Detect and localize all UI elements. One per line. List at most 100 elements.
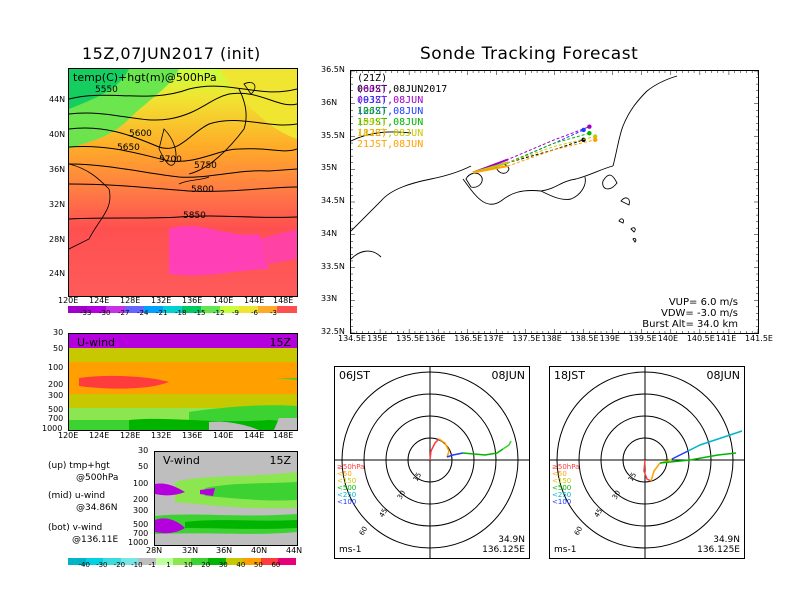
lon-tick: 132E (151, 296, 172, 305)
lon-tick: 148E (273, 296, 294, 305)
tracking-map-panel: (21Z) 06JST,08JUN2017 (00Z) 09JST,08JUN (0… (350, 70, 759, 334)
hodograph-18jst-svg (550, 367, 744, 558)
colorbar-cell (125, 306, 145, 313)
p-tick: 1000 (42, 424, 63, 433)
colorbar-label: -9 (232, 309, 239, 317)
colorbar-cell (68, 306, 88, 313)
wind-colorbar-labels: -40 -30 -20 -10 -1 1 10 20 30 40 50 60 (68, 561, 296, 573)
colorbar-label: 1 (166, 561, 171, 569)
colorbar-cell (106, 306, 126, 313)
track-lat-tick: 34N (321, 228, 338, 238)
track-lon-tick: 134.5E (338, 334, 366, 343)
hodo1-date: 08JUN (491, 369, 525, 382)
x-tick: 28N (146, 546, 163, 555)
colorbar-label: -20 (113, 561, 126, 569)
colorbar-cell (243, 558, 262, 565)
map-500hpa-svg (69, 69, 297, 296)
track-lat-tick: 36N (321, 97, 338, 107)
colorbar-cell (220, 306, 240, 313)
colorbar-cell (201, 306, 221, 313)
hodo1-time: 06JST (339, 369, 370, 382)
vwind-label: V-wind (163, 454, 200, 467)
colorbar-label: -24 (137, 309, 149, 317)
temperature-colorbar (68, 306, 297, 314)
track-lat-tick: 32.5N (321, 327, 345, 336)
lon-tick: 120E (58, 296, 79, 305)
note-line: @34.86N (76, 503, 118, 513)
p-tick: 50 (138, 462, 149, 471)
lon-tick: 128E (120, 296, 141, 305)
x-tick: 120E (58, 431, 79, 440)
lat-tick: 36N (49, 165, 66, 174)
launch-legend-item: (06Z) 15JST,08JUN (357, 106, 424, 128)
launch-legend-item: (00Z) 09JST,08JUN (357, 84, 424, 106)
colorbar-label: 50 (253, 561, 263, 569)
note-line: @136.11E (72, 535, 119, 545)
colorbar-label: -27 (118, 309, 130, 317)
x-tick: 128E (120, 431, 141, 440)
colorbar-label: -1 (148, 561, 156, 569)
hodo2-unit: ms-1 (554, 545, 577, 555)
pressure-legend-item: <250 (337, 491, 357, 499)
right-title: Sonde Tracking Forecast (420, 44, 639, 64)
colorbar-label: -21 (156, 309, 168, 317)
colorbar-cell (239, 306, 259, 313)
track-lon-tick: 138.5E (570, 334, 599, 343)
vup-label: VUP= 6.0 m/s (668, 297, 738, 308)
p-tick: 500 (48, 405, 64, 414)
x-tick: 44N (286, 546, 303, 555)
colorbar-cell (190, 558, 209, 565)
colorbar-cell (163, 306, 183, 313)
track-lon-tick: 135E (367, 334, 388, 343)
track-lon-tick: 140E (657, 334, 679, 343)
hodograph-06jst-svg (335, 367, 529, 558)
colorbar-label: -33 (80, 309, 92, 317)
x-tick: 124E (89, 431, 110, 440)
x-tick: 40N (251, 546, 268, 555)
colorbar-cell (225, 558, 244, 565)
pressure-legend-item: <50 (337, 470, 352, 478)
track-lat-tick: 33.5N (321, 261, 345, 271)
colorbar-cell (182, 306, 202, 313)
x-tick: 36N (216, 546, 233, 555)
x-tick: 132E (151, 431, 172, 440)
pressure-legend-item: <150 (552, 477, 572, 485)
track-lon-tick: 137E (483, 334, 504, 343)
lat-tick: 40N (49, 130, 66, 139)
track-lon-tick: 139.5E (628, 334, 657, 343)
burst-point (581, 127, 586, 133)
note-line: (up) tmp+hgt (48, 461, 110, 471)
pressure-legend-item: <150 (337, 477, 357, 485)
p-tick: 500 (133, 520, 149, 529)
colorbar-label: 60 (271, 561, 281, 569)
burst-point (593, 137, 598, 142)
colorbar-cell (85, 558, 104, 565)
colorbar-label: -40 (78, 561, 90, 569)
track-lon-tick: 141.5E (745, 334, 773, 343)
colorbar-cell (277, 306, 297, 313)
p-tick: 300 (48, 391, 64, 400)
hodo1-lat: 34.9N (498, 535, 525, 545)
colorbar-label: 20 (201, 561, 211, 569)
p-tick: 300 (133, 506, 149, 515)
hodo2-date: 08JUN (706, 369, 740, 382)
colorbar-cell (155, 558, 174, 565)
colorbar-cell (278, 558, 297, 565)
track-lon-tick: 137.5E (512, 334, 541, 343)
hodo1-unit: ms-1 (339, 545, 362, 555)
p-tick: 200 (48, 380, 64, 389)
uwind-panel: U-wind 15Z (68, 333, 298, 431)
track-lon-tick: 139E (599, 334, 620, 343)
hodo2-lon: 136.125E (697, 545, 740, 555)
track-lon-tick: 140.5E (686, 334, 715, 343)
colorbar-label: 30 (218, 561, 228, 569)
colorbar-label: -10 (131, 561, 143, 569)
p-tick: 200 (133, 495, 149, 504)
pressure-legend-item: <500 (552, 484, 572, 492)
pressure-legend-item: <250 (552, 491, 572, 499)
vwind-svg (155, 452, 297, 545)
vdw-label: VDW= -3.0 m/s (661, 308, 738, 319)
uwind-label: U-wind (77, 336, 116, 349)
colorbar-cell (260, 558, 279, 565)
x-tick: 148E (273, 431, 294, 440)
